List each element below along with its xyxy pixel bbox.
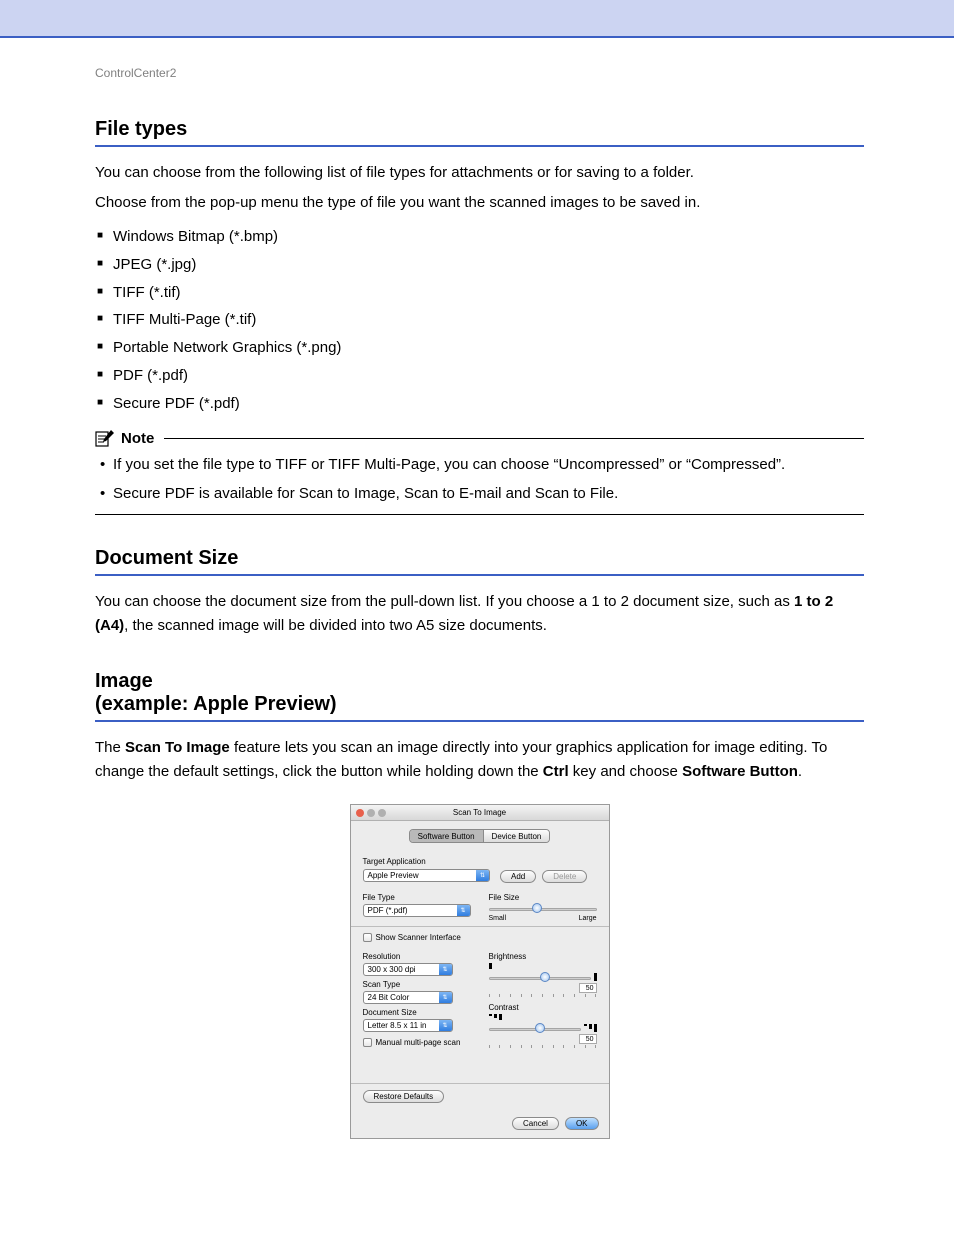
select-value: 300 x 300 dpi <box>364 965 439 974</box>
dialog-titlebar: Scan To Image <box>351 805 609 821</box>
filesize-small-label: Small <box>489 915 507 922</box>
filesize-label: File Size <box>489 893 597 902</box>
ok-button[interactable]: OK <box>565 1117 599 1130</box>
cancel-button[interactable]: Cancel <box>512 1117 559 1130</box>
chevron-updown-icon: ⇅ <box>439 992 452 1003</box>
filesize-large-label: Large <box>579 915 597 922</box>
tab-software-button[interactable]: Software Button <box>410 830 484 842</box>
chevron-updown-icon: ⇅ <box>457 905 470 916</box>
show-scanner-interface-checkbox[interactable]: Show Scanner Interface <box>363 933 597 942</box>
contrast-value: 50 <box>579 1034 597 1044</box>
chevron-updown-icon: ⇅ <box>439 1020 452 1031</box>
contrast-low-icon <box>489 1014 597 1020</box>
list-item: Secure PDF is available for Scan to Imag… <box>95 480 864 509</box>
text: key and choose <box>569 763 682 780</box>
list-item: Portable Network Graphics (*.png) <box>95 334 864 362</box>
filetype-label: File Type <box>363 893 471 902</box>
text-bold: Scan To Image <box>125 739 230 756</box>
heading-line-1: Image <box>95 670 153 692</box>
resolution-select[interactable]: 300 x 300 dpi ⇅ <box>363 963 453 976</box>
restore-defaults-button[interactable]: Restore Defaults <box>363 1090 445 1103</box>
filetype-select[interactable]: PDF (*.pdf) ⇅ <box>363 904 471 917</box>
dialog-title: Scan To Image <box>351 808 609 817</box>
text: . <box>798 763 802 780</box>
filetypes-intro-1: You can choose from the following list o… <box>95 161 864 185</box>
select-value: 24 Bit Color <box>364 993 439 1002</box>
note-rule <box>164 438 864 439</box>
contrast-high-icon <box>584 1024 597 1032</box>
image-paragraph: The Scan To Image feature lets you scan … <box>95 736 864 784</box>
manual-multipage-checkbox[interactable]: Manual multi-page scan <box>363 1038 471 1047</box>
checkbox-icon <box>363 933 372 942</box>
checkbox-label: Manual multi-page scan <box>376 1038 461 1047</box>
section-heading-image: Image (example: Apple Preview) <box>95 670 864 722</box>
scan-to-image-dialog: Scan To Image Software Button Device But… <box>350 804 610 1139</box>
document-header-bar <box>0 0 954 38</box>
brightness-label: Brightness <box>489 952 597 961</box>
filetypes-intro-2: Choose from the pop-up menu the type of … <box>95 191 864 215</box>
brightness-low-icon <box>489 963 597 969</box>
resolution-label: Resolution <box>363 952 471 961</box>
checkbox-icon <box>363 1038 372 1047</box>
page-content: ControlCenter2 File types You can choose… <box>0 66 954 1139</box>
documentsize-label: Document Size <box>363 1008 471 1017</box>
brightness-value: 50 <box>579 983 597 993</box>
breadcrumb: ControlCenter2 <box>95 66 864 80</box>
section-heading-docsize: Document Size <box>95 547 864 576</box>
list-item: If you set the file type to TIFF or TIFF… <box>95 451 864 480</box>
text-bold: Software Button <box>682 763 798 780</box>
section-heading-filetypes: File types <box>95 118 864 147</box>
chevron-updown-icon: ⇅ <box>439 964 452 975</box>
target-application-select[interactable]: Apple Preview ⇅ <box>363 869 490 882</box>
dialog-tab-row: Software Button Device Button <box>351 829 609 843</box>
slider-thumb-icon[interactable] <box>540 972 550 982</box>
note-items: If you set the file type to TIFF or TIFF… <box>95 451 864 508</box>
text: You can choose the document size from th… <box>95 593 794 610</box>
list-item: JPEG (*.jpg) <box>95 251 864 279</box>
checkbox-label: Show Scanner Interface <box>376 933 461 942</box>
dialog-figure: Scan To Image Software Button Device But… <box>95 804 864 1139</box>
list-item: TIFF (*.tif) <box>95 279 864 307</box>
docsize-text: You can choose the document size from th… <box>95 590 864 638</box>
target-application-label: Target Application <box>363 857 597 866</box>
filesize-slider[interactable] <box>489 904 597 914</box>
tab-device-button[interactable]: Device Button <box>484 830 550 842</box>
note-pencil-icon <box>95 429 115 447</box>
heading-line-2: (example: Apple Preview) <box>95 693 337 715</box>
note-bottom-rule <box>95 514 864 515</box>
scantype-label: Scan Type <box>363 980 471 989</box>
contrast-slider[interactable] <box>489 1024 581 1034</box>
select-value: Apple Preview <box>364 871 476 880</box>
brightness-high-icon <box>594 973 597 981</box>
delete-button[interactable]: Delete <box>542 870 587 883</box>
slider-thumb-icon[interactable] <box>532 903 542 913</box>
filetypes-list: Windows Bitmap (*.bmp) JPEG (*.jpg) TIFF… <box>95 223 864 417</box>
brightness-slider[interactable] <box>489 973 591 983</box>
contrast-label: Contrast <box>489 1003 597 1012</box>
list-item: Windows Bitmap (*.bmp) <box>95 223 864 251</box>
chevron-updown-icon: ⇅ <box>476 870 489 881</box>
text: , the scanned image will be divided into… <box>124 617 547 634</box>
text-bold: Ctrl <box>543 763 569 780</box>
scantype-select[interactable]: 24 Bit Color ⇅ <box>363 991 453 1004</box>
documentsize-select[interactable]: Letter 8.5 x 11 in ⇅ <box>363 1019 453 1032</box>
list-item: Secure PDF (*.pdf) <box>95 390 864 418</box>
select-value: PDF (*.pdf) <box>364 906 457 915</box>
list-item: TIFF Multi-Page (*.tif) <box>95 306 864 334</box>
text: The <box>95 739 125 756</box>
note-block: Note If you set the file type to TIFF or… <box>95 429 864 515</box>
add-button[interactable]: Add <box>500 870 536 883</box>
select-value: Letter 8.5 x 11 in <box>364 1021 439 1030</box>
list-item: PDF (*.pdf) <box>95 362 864 390</box>
slider-thumb-icon[interactable] <box>535 1023 545 1033</box>
note-label: Note <box>121 430 154 447</box>
